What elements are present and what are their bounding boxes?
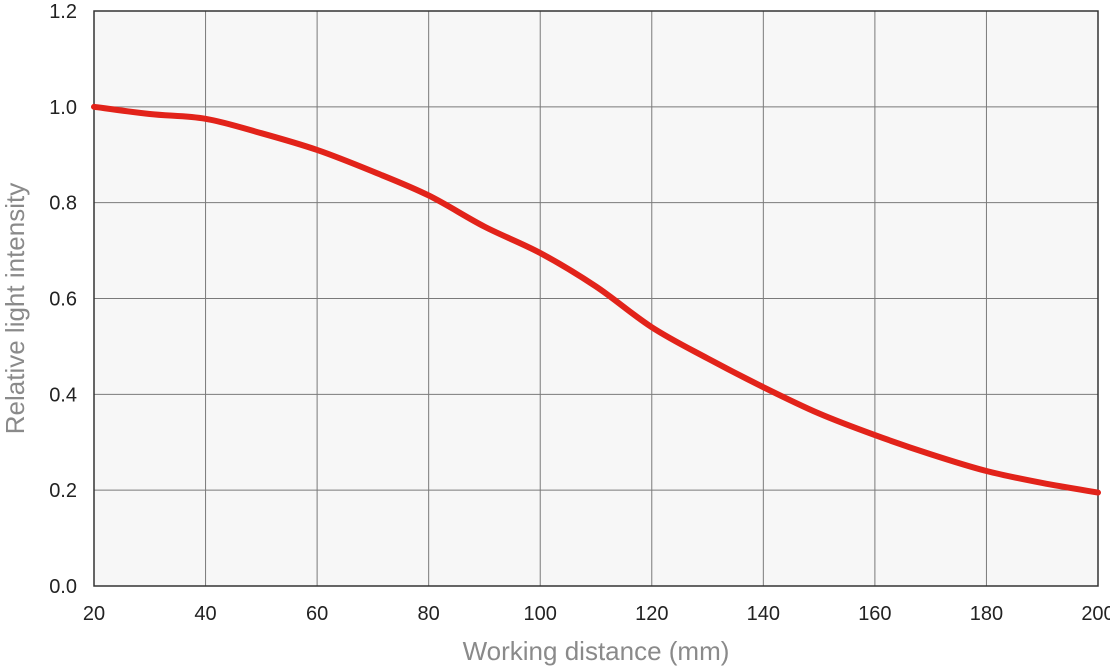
x-tick-label: 100 [524,603,557,625]
y-tick-label: 0.8 [49,193,77,215]
x-tick-labels: 20 40 60 80 100 120 140 160 180 200 [83,603,1110,625]
y-axis-title: Relative light intensity [0,183,30,434]
x-tick-label: 200 [1081,603,1110,625]
x-tick-label: 60 [306,603,328,625]
y-tick-labels: 0.0 0.2 0.4 0.6 0.8 1.0 1.2 [49,1,77,598]
x-tick-label: 80 [418,603,440,625]
x-tick-label: 20 [83,603,105,625]
horizontal-gridlines [94,106,1098,491]
x-tick-label: 160 [858,603,891,625]
y-tick-label: 0.2 [49,480,77,502]
series-line [91,103,1101,496]
axes [93,10,1099,587]
y-tick-label: 1.2 [49,1,77,23]
x-tick-label: 180 [970,603,1003,625]
x-axis-title: Working distance (mm) [463,636,730,666]
y-tick-label: 1.0 [49,97,77,119]
x-tick-label: 40 [194,603,216,625]
x-tick-label: 120 [635,603,668,625]
y-tick-label: 0.6 [49,289,77,311]
x-tick-label: 140 [747,603,780,625]
plot-frame [93,10,1099,587]
y-tick-label: 0.4 [49,384,77,406]
y-tick-label: 0.0 [49,576,77,598]
